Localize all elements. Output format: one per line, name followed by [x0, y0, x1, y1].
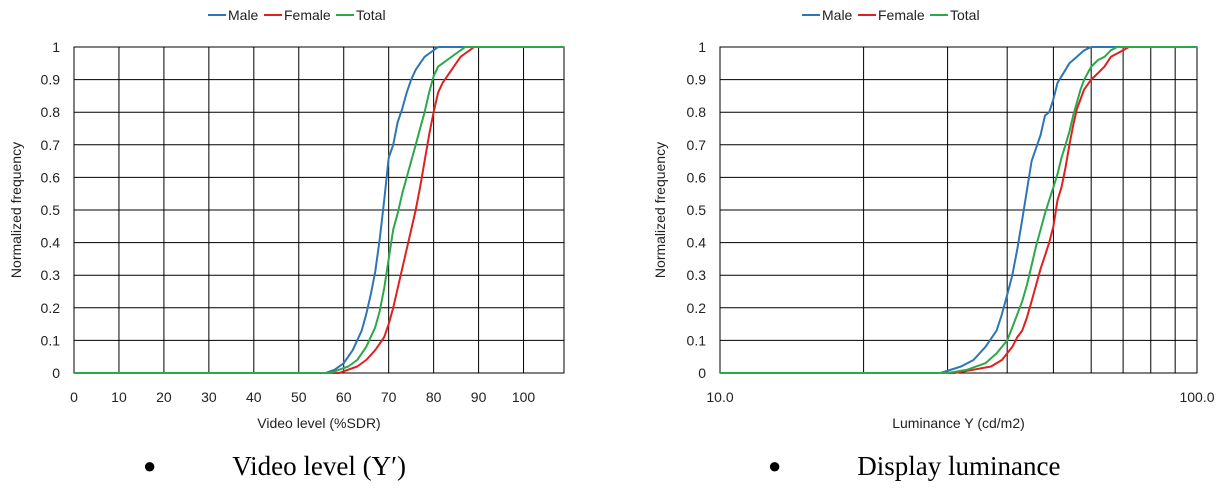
chart2-series-female-line [720, 46, 1197, 374]
chart2-y-tick-label: 0.4 [687, 235, 707, 251]
video-level-chart: 00.10.20.30.40.50.60.70.80.910 10 20 30 40 50… [8, 7, 565, 431]
chart1-legend-label-total: Total [356, 7, 386, 23]
chart1-x-tick-label: 90 [471, 389, 487, 405]
chart1-y-axis-label: Normalized frequency [8, 142, 24, 278]
chart1-y-tick-label: 0.5 [41, 202, 61, 218]
chart2-series-total-line [720, 46, 1197, 374]
chart2-x-tick-label: 10.0 [706, 389, 733, 405]
chart2-y-axis-label: Normalized frequency [652, 142, 668, 278]
chart1-x-tick-label: 60 [336, 389, 352, 405]
chart1-y-tick-label: 0.7 [41, 137, 61, 153]
chart2-y-tick-label: 0.5 [687, 202, 707, 218]
bullet-icon: ● [143, 453, 157, 478]
chart1-y-tick-label: 0.1 [41, 332, 61, 348]
chart1-y-tick-label: 0.9 [41, 72, 61, 88]
chart1-y-tick-label: 1 [52, 39, 60, 55]
chart2-y-tick-label: 1 [698, 39, 706, 55]
chart2-y-tick-label: 0.6 [687, 169, 707, 185]
bullet-icon: ● [768, 453, 782, 478]
chart1-x-tick-label: 100 [512, 389, 536, 405]
chart1-y-tick-label: 0.6 [41, 169, 61, 185]
chart1-x-tick-label: 80 [426, 389, 442, 405]
chart2-y-tick-label: 0.7 [687, 137, 707, 153]
caption-display-luminance: ● Display luminance [768, 449, 1061, 483]
chart1-x-tick-label: 70 [381, 389, 397, 405]
chart1-x-tick-label: 0 [70, 389, 78, 405]
chart1-x-axis-label: Video level (%SDR) [257, 415, 380, 431]
chart1-x-tick-label: 20 [156, 389, 172, 405]
chart2-y-tick-label: 0.3 [687, 267, 707, 283]
chart1-x-tick-label: 10 [111, 389, 127, 405]
chart1-y-tick-label: 0 [52, 365, 60, 381]
chart1-legend-label-female: Female [284, 7, 331, 23]
chart2-y-tick-label: 0.2 [687, 300, 707, 316]
chart2-y-tick-label: 0 [698, 365, 706, 381]
chart1-y-tick-label: 0.2 [41, 300, 61, 316]
chart2-x-axis-label: Luminance Y (cd/m2) [892, 415, 1025, 431]
chart1-x-tick-label: 30 [201, 389, 217, 405]
chart1-x-tick-label: 50 [291, 389, 307, 405]
chart2-legend-label-female: Female [878, 7, 925, 23]
chart2-y-tick-label: 0.8 [687, 104, 707, 120]
caption-display-luminance-text: Display luminance [857, 450, 1061, 481]
caption-video-level-text: Video level (Y′) [232, 450, 407, 481]
caption-video-level: ● Video level (Y′) [143, 449, 406, 483]
chart2-y-tick-label: 0.1 [687, 332, 707, 348]
chart1-x-tick-label: 40 [246, 389, 262, 405]
chart2-series-male-line [720, 46, 1197, 374]
chart1-series-female-line [74, 46, 564, 374]
chart2-legend-label-total: Total [950, 7, 980, 23]
chart2-legend-label-male: Male [822, 7, 853, 23]
luminance-chart: 0 0.1 0.2 0.3 0.4 0.5 0.6 0.7 0.8 0.9 1 10.0 100.0 Lu… [652, 7, 1215, 431]
chart2-y-tick-label: 0.9 [687, 72, 707, 88]
chart1-y-tick-label: 0.4 [41, 235, 61, 251]
chart2-x-tick-label: 100.0 [1179, 389, 1214, 405]
chart1-series-male-line [74, 46, 564, 374]
chart1-y-tick-label: 0.3 [41, 267, 61, 283]
chart1-series-total-line [74, 46, 564, 374]
chart1-y-tick-label: 0.8 [41, 104, 61, 120]
chart1-legend-label-male: Male [228, 7, 259, 23]
